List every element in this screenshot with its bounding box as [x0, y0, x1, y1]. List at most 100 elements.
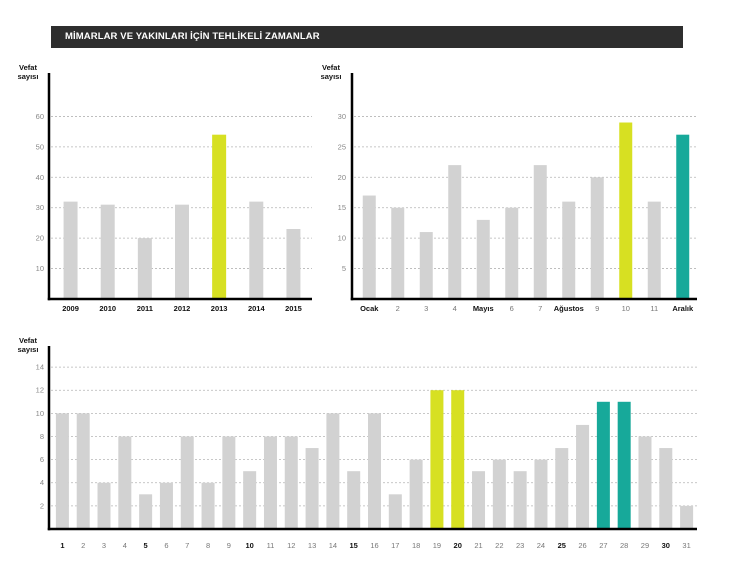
bar-daily-18: [409, 459, 423, 529]
bar-daily-5: [139, 494, 153, 529]
bar-yearly-2011: [137, 238, 152, 299]
bar-daily-20: [451, 390, 465, 529]
bar-monthly-3: [419, 232, 433, 299]
bar-daily-19: [430, 390, 444, 529]
x-tick-label: 9: [595, 304, 599, 313]
x-tick-label: 19: [433, 541, 441, 550]
x-tick-label: 27: [599, 541, 607, 550]
bar-daily-13: [305, 448, 319, 529]
x-tick-label: 2011: [137, 304, 153, 313]
x-tick-label: 2015: [285, 304, 302, 313]
chart-title: MİMARLAR VE YAKINLARI İÇİN TEHLİKELİ ZAM…: [65, 31, 320, 42]
y-tick-label: 5: [342, 264, 346, 273]
bar-monthly-Ağustos: [562, 201, 576, 299]
x-tick-label: 16: [370, 541, 378, 550]
y-tick-label: 50: [36, 142, 44, 151]
bar-yearly-2013: [212, 134, 227, 299]
x-tick-label: 9: [227, 541, 231, 550]
bar-daily-12: [284, 436, 298, 529]
bar-daily-27: [596, 401, 610, 529]
x-tick-label: 4: [123, 541, 127, 550]
x-tick-label: 23: [516, 541, 524, 550]
bar-monthly-2: [391, 207, 405, 299]
y-tick-label: 40: [36, 173, 44, 182]
x-tick-label: 14: [329, 541, 337, 550]
x-tick-label: 11: [267, 541, 275, 550]
x-tick-label: 30: [662, 541, 670, 550]
x-tick-label: 10: [622, 304, 630, 313]
bar-monthly-4: [448, 165, 462, 299]
bar-monthly-Mayıs: [476, 219, 490, 299]
y-tick-label: 25: [338, 142, 346, 151]
bar-yearly-2010: [100, 204, 115, 299]
y-axis-label: Vefat sayısı: [321, 63, 342, 81]
x-tick-label: 7: [538, 304, 542, 313]
bar-daily-6: [159, 482, 173, 529]
y-tick-label: 6: [40, 455, 44, 464]
x-tick-label: 21: [474, 541, 482, 550]
bar-monthly-10: [619, 122, 633, 299]
x-tick-label: 25: [558, 541, 566, 550]
bar-daily-17: [388, 494, 402, 529]
y-tick-label: 30: [36, 203, 44, 212]
y-axis-label: Vefat sayısı: [18, 336, 39, 354]
bar-monthly-6: [505, 207, 519, 299]
bar-daily-10: [243, 471, 257, 529]
bar-daily-9: [222, 436, 236, 529]
x-tick-label: 2010: [99, 304, 116, 313]
x-tick-label: 2009: [62, 304, 79, 313]
x-tick-label: 22: [495, 541, 503, 550]
bar-monthly-11: [647, 201, 661, 299]
y-tick-label: 10: [36, 409, 44, 418]
y-tick-label: 60: [36, 112, 44, 121]
y-axis-label: Vefat sayısı: [18, 63, 39, 81]
bar-daily-1: [55, 413, 69, 529]
x-tick-label: 8: [206, 541, 210, 550]
bar-daily-2: [76, 413, 90, 529]
x-tick-label: 1: [60, 541, 64, 550]
x-tick-label: Mayıs: [473, 304, 494, 313]
x-tick-label: 2: [396, 304, 400, 313]
bar-daily-24: [534, 459, 548, 529]
y-tick-label: 8: [40, 432, 44, 441]
bar-daily-23: [513, 471, 527, 529]
x-tick-label: Ağustos: [554, 304, 584, 313]
x-tick-label: 17: [391, 541, 399, 550]
bar-daily-29: [638, 436, 652, 529]
x-tick-label: 13: [308, 541, 316, 550]
x-tick-label: 2: [81, 541, 85, 550]
x-tick-label: 31: [682, 541, 690, 550]
bar-yearly-2015: [286, 229, 301, 299]
x-tick-label: Ocak: [360, 304, 379, 313]
bar-monthly-9: [590, 177, 604, 299]
x-tick-label: 15: [350, 541, 358, 550]
bar-daily-25: [555, 448, 569, 529]
bar-daily-21: [472, 471, 486, 529]
x-tick-label: 7: [185, 541, 189, 550]
bar-monthly-7: [533, 165, 547, 299]
x-tick-label: 18: [412, 541, 420, 550]
bar-yearly-2014: [249, 201, 264, 299]
x-tick-label: 2014: [248, 304, 266, 313]
y-tick-label: 2: [40, 501, 44, 510]
chart-title-banner: MİMARLAR VE YAKINLARI İÇİN TEHLİKELİ ZAM…: [51, 26, 683, 48]
y-tick-label: 15: [338, 203, 346, 212]
x-tick-label: 28: [620, 541, 628, 550]
bar-daily-3: [97, 482, 111, 529]
x-tick-label: 6: [510, 304, 514, 313]
bar-daily-15: [347, 471, 361, 529]
x-tick-label: 4: [453, 304, 457, 313]
x-tick-label: 12: [287, 541, 295, 550]
y-tick-label: 10: [338, 234, 346, 243]
bar-monthly-Aralık: [676, 134, 690, 299]
bar-daily-16: [368, 413, 381, 529]
y-tick-label: 12: [36, 386, 44, 395]
x-tick-label: 2013: [211, 304, 228, 313]
x-tick-label: Aralık: [672, 304, 694, 313]
x-tick-label: 20: [454, 541, 462, 550]
x-tick-label: 10: [245, 541, 253, 550]
y-tick-label: 20: [36, 234, 44, 243]
bar-daily-8: [201, 482, 215, 529]
